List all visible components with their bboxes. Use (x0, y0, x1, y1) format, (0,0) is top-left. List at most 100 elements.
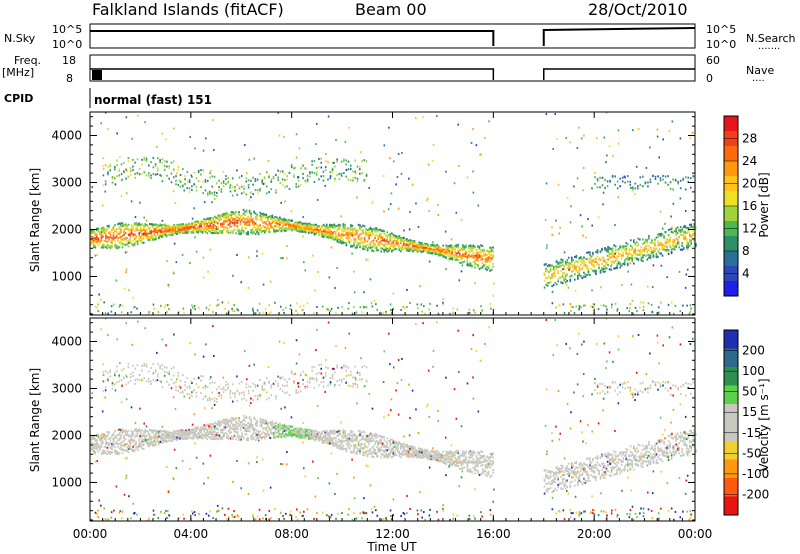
power-cell (682, 248, 685, 251)
power-cell (469, 250, 472, 253)
power-cell (175, 179, 177, 182)
power-cell (224, 216, 227, 219)
power-cell (451, 248, 454, 251)
power-cell (206, 193, 209, 196)
power-cell (445, 250, 448, 253)
velocity-cell (123, 443, 125, 446)
power-cell (356, 229, 358, 232)
power-cell (481, 266, 484, 269)
power-cell (305, 168, 307, 171)
power-cell (132, 244, 134, 247)
velocity-cell (161, 436, 163, 439)
power-cell (619, 177, 621, 180)
power-cell (600, 286, 602, 289)
power-cell (368, 227, 370, 230)
power-cell (578, 273, 581, 276)
power-cell (457, 259, 460, 262)
velocity-cell (201, 437, 204, 440)
power-cell (315, 166, 318, 169)
velocity-cell (214, 421, 216, 424)
velocity-cell (111, 434, 113, 437)
power-cell (271, 220, 274, 223)
power-cell (280, 221, 283, 224)
power-cell (93, 237, 95, 240)
power-cell (118, 305, 121, 308)
power-cell (474, 311, 476, 314)
power-cell (315, 143, 317, 146)
power-cell (342, 224, 345, 227)
power-cell (307, 226, 310, 229)
velocity-cell (118, 452, 121, 455)
power-cell (312, 229, 314, 232)
power-cell (620, 254, 623, 257)
velocity-cell (121, 432, 124, 435)
power-cell (271, 226, 274, 229)
power-cell (344, 241, 346, 244)
power-cell (147, 237, 150, 240)
power-cell (124, 232, 127, 235)
power-cell (643, 254, 646, 257)
power-cell (262, 182, 265, 185)
power-cell (472, 170, 474, 173)
power-cell (389, 247, 392, 250)
power-cell (121, 243, 124, 246)
power-cell (155, 238, 157, 241)
power-cell (250, 179, 252, 182)
velocity-cell (203, 430, 206, 433)
power-cell (572, 269, 575, 272)
power-cell (299, 167, 302, 170)
power-cell (491, 247, 493, 250)
power-cell (352, 179, 354, 182)
velocity-cell (109, 446, 112, 449)
power-cell (329, 171, 332, 174)
power-cell (375, 233, 378, 236)
power-cell (674, 304, 677, 307)
velocity-cell (221, 431, 224, 434)
power-cell (378, 233, 381, 236)
power-cell (209, 172, 211, 175)
power-cell (356, 196, 358, 199)
power-cell (186, 226, 189, 229)
velocity-cell (90, 441, 92, 444)
power-cell (194, 229, 196, 232)
power-cell (646, 244, 649, 247)
power-cell (191, 222, 193, 225)
power-cell (173, 224, 175, 227)
power-cell (637, 253, 640, 256)
power-cell (640, 249, 643, 252)
nave-block (92, 70, 102, 80)
power-cell (607, 264, 609, 267)
power-cell (392, 244, 395, 247)
power-cell (357, 235, 360, 238)
power-cell (100, 236, 103, 239)
velocity-cell (194, 432, 196, 435)
power-cell (546, 281, 549, 284)
power-cell (606, 254, 609, 257)
power-cell (390, 309, 392, 312)
power-cell (109, 245, 112, 248)
power-cell (298, 147, 301, 150)
power-cell (220, 230, 222, 233)
power-cell (642, 309, 645, 312)
power-cell (307, 225, 310, 228)
power-cell (589, 251, 591, 254)
power-cell (322, 235, 325, 238)
power-cell (465, 250, 467, 253)
power-cell (206, 224, 209, 227)
power-cell (145, 229, 148, 232)
power-cell (592, 251, 594, 254)
power-cell (663, 236, 665, 239)
power-cell (161, 180, 164, 183)
power-cell (256, 224, 258, 227)
power-cell (672, 244, 674, 247)
power-cell (126, 228, 128, 231)
power-cell (150, 236, 153, 239)
power-cell (453, 182, 456, 185)
power-cell (557, 270, 559, 273)
power-cell (628, 247, 631, 250)
velocity-cell (176, 432, 178, 435)
power-cell (474, 282, 476, 285)
power-cell (302, 164, 304, 167)
power-cell (279, 220, 281, 223)
power-cell (368, 186, 370, 189)
